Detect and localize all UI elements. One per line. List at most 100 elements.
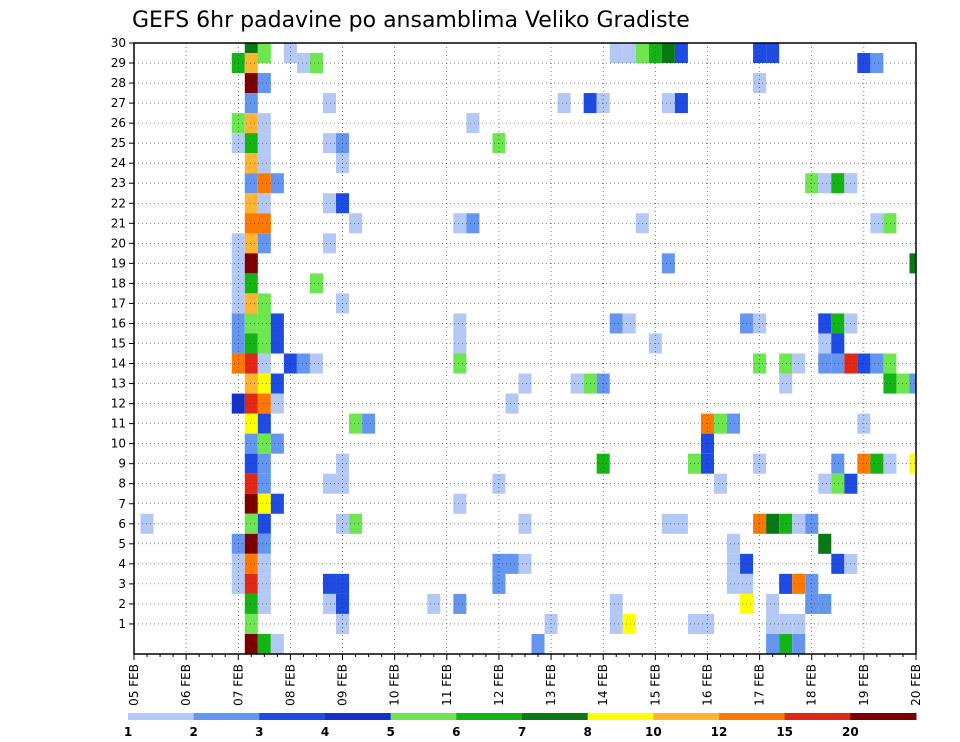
colorbar-swatch — [259, 713, 326, 720]
heatmap-cell — [322, 473, 337, 494]
heatmap-cell — [257, 593, 271, 614]
heatmap-cell — [883, 453, 897, 474]
x-tick-label: 11 FEB — [440, 664, 454, 706]
x-tick-label: 14 FEB — [596, 664, 610, 706]
x-tick-label: 05 FEB — [127, 664, 141, 706]
x-tick-label: 15 FEB — [648, 664, 662, 706]
heatmap-cell — [909, 373, 916, 394]
heatmap-cell — [661, 513, 675, 534]
colorbar-swatch — [522, 713, 589, 720]
heatmap-cell — [270, 493, 284, 514]
heatmap-cell — [244, 273, 258, 294]
heatmap-cell — [609, 593, 623, 614]
x-tick-label: 10 FEB — [388, 664, 402, 706]
heatmap-cell — [244, 413, 258, 434]
heatmap-cell — [818, 593, 832, 614]
colorbar-label: 1 — [124, 725, 132, 739]
heatmap-cell — [883, 213, 897, 234]
heatmap-cell — [766, 633, 780, 654]
heatmap-cell — [322, 593, 337, 614]
heatmap-cell — [244, 313, 258, 334]
y-tick-label: 24 — [111, 156, 126, 170]
heatmap-cell — [831, 473, 845, 494]
heatmap-cell — [818, 353, 832, 374]
y-tick-label: 14 — [111, 357, 126, 371]
y-tick-label: 22 — [111, 196, 126, 210]
heatmap-cell — [883, 353, 897, 374]
heatmap-cell — [427, 593, 441, 614]
heatmap-cell — [779, 573, 793, 594]
x-tick-label: 20 FEB — [909, 664, 923, 706]
heatmap-cell — [309, 53, 323, 74]
heatmap-cells — [140, 43, 916, 654]
y-tick-label: 18 — [111, 276, 126, 290]
colorbar-label: 20 — [842, 725, 859, 739]
heatmap-cell — [661, 93, 675, 114]
heatmap-cell — [257, 513, 271, 534]
heatmap-cell — [270, 633, 284, 654]
heatmap-cell — [257, 313, 271, 334]
heatmap-cell — [270, 373, 284, 394]
heatmap-cell — [257, 233, 271, 254]
heatmap-cell — [309, 353, 323, 374]
y-tick-label: 12 — [111, 397, 126, 411]
colorbar: 1 2 3 4 5 6 7 8 10 12 15 20 — [124, 713, 917, 739]
heatmap-cell — [766, 613, 780, 634]
heatmap-cell — [244, 613, 258, 634]
heatmap-cell — [257, 473, 271, 494]
heatmap-cell — [870, 453, 884, 474]
y-axis: 1234567891011121314151617181920212223242… — [111, 36, 134, 631]
heatmap-cell — [453, 213, 467, 234]
heatmap-cell — [531, 633, 545, 654]
colorbar-swatch — [193, 713, 260, 720]
heatmap-cell — [622, 313, 636, 334]
heatmap-cell — [244, 173, 258, 194]
heatmap-cell — [257, 433, 271, 454]
y-tick-label: 25 — [111, 136, 126, 150]
colorbar-swatch — [784, 713, 851, 720]
heatmap-cell — [244, 633, 258, 654]
heatmap-cell — [270, 333, 284, 354]
heatmap-cell — [309, 273, 323, 294]
y-tick-label: 4 — [118, 557, 126, 571]
heatmap-cell — [257, 73, 271, 94]
heatmap-cell — [244, 533, 258, 554]
heatmap-cell — [244, 433, 258, 454]
x-tick-label: 18 FEB — [805, 664, 819, 706]
y-tick-label: 3 — [118, 577, 126, 591]
heatmap-cell — [609, 43, 623, 64]
heatmap-cell — [622, 43, 636, 64]
heatmap-cell — [766, 513, 780, 534]
y-tick-label: 9 — [118, 457, 126, 471]
x-tick-label: 13 FEB — [544, 664, 558, 706]
heatmap-cell — [257, 153, 271, 174]
y-tick-label: 15 — [111, 336, 126, 350]
x-axis: 05 FEB 06 FEB 07 FEB 08 FEB 09 FEB 10 FEB 11 F… — [127, 654, 923, 706]
heatmap-cell — [257, 43, 271, 64]
heatmap-cell — [296, 53, 310, 74]
heatmap-cell — [362, 413, 376, 434]
y-tick-label: 10 — [111, 437, 126, 451]
heatmap-cell — [322, 93, 337, 114]
heatmap-cell — [244, 373, 258, 394]
y-tick-label: 19 — [111, 256, 126, 270]
heatmap-cell — [257, 333, 271, 354]
heatmap-cell — [453, 493, 467, 514]
heatmap-cell — [557, 93, 571, 114]
heatmap-cell — [505, 393, 519, 414]
heatmap-cell — [257, 573, 271, 594]
heatmap-cell — [257, 133, 271, 154]
heatmap-cell — [453, 353, 467, 374]
heatmap-cell — [283, 43, 297, 64]
y-tick-label: 6 — [118, 517, 126, 531]
x-tick-label: 17 FEB — [753, 664, 767, 706]
heatmap-cell — [609, 313, 623, 334]
heatmap-cell — [466, 213, 480, 234]
heatmap-cell — [244, 213, 258, 234]
heatmap-cell — [766, 593, 780, 614]
heatmap-cell — [674, 43, 688, 64]
heatmap-cell — [870, 53, 884, 74]
heatmap-cell — [257, 113, 271, 134]
heatmap-cell — [674, 93, 688, 114]
y-tick-label: 7 — [118, 497, 126, 511]
